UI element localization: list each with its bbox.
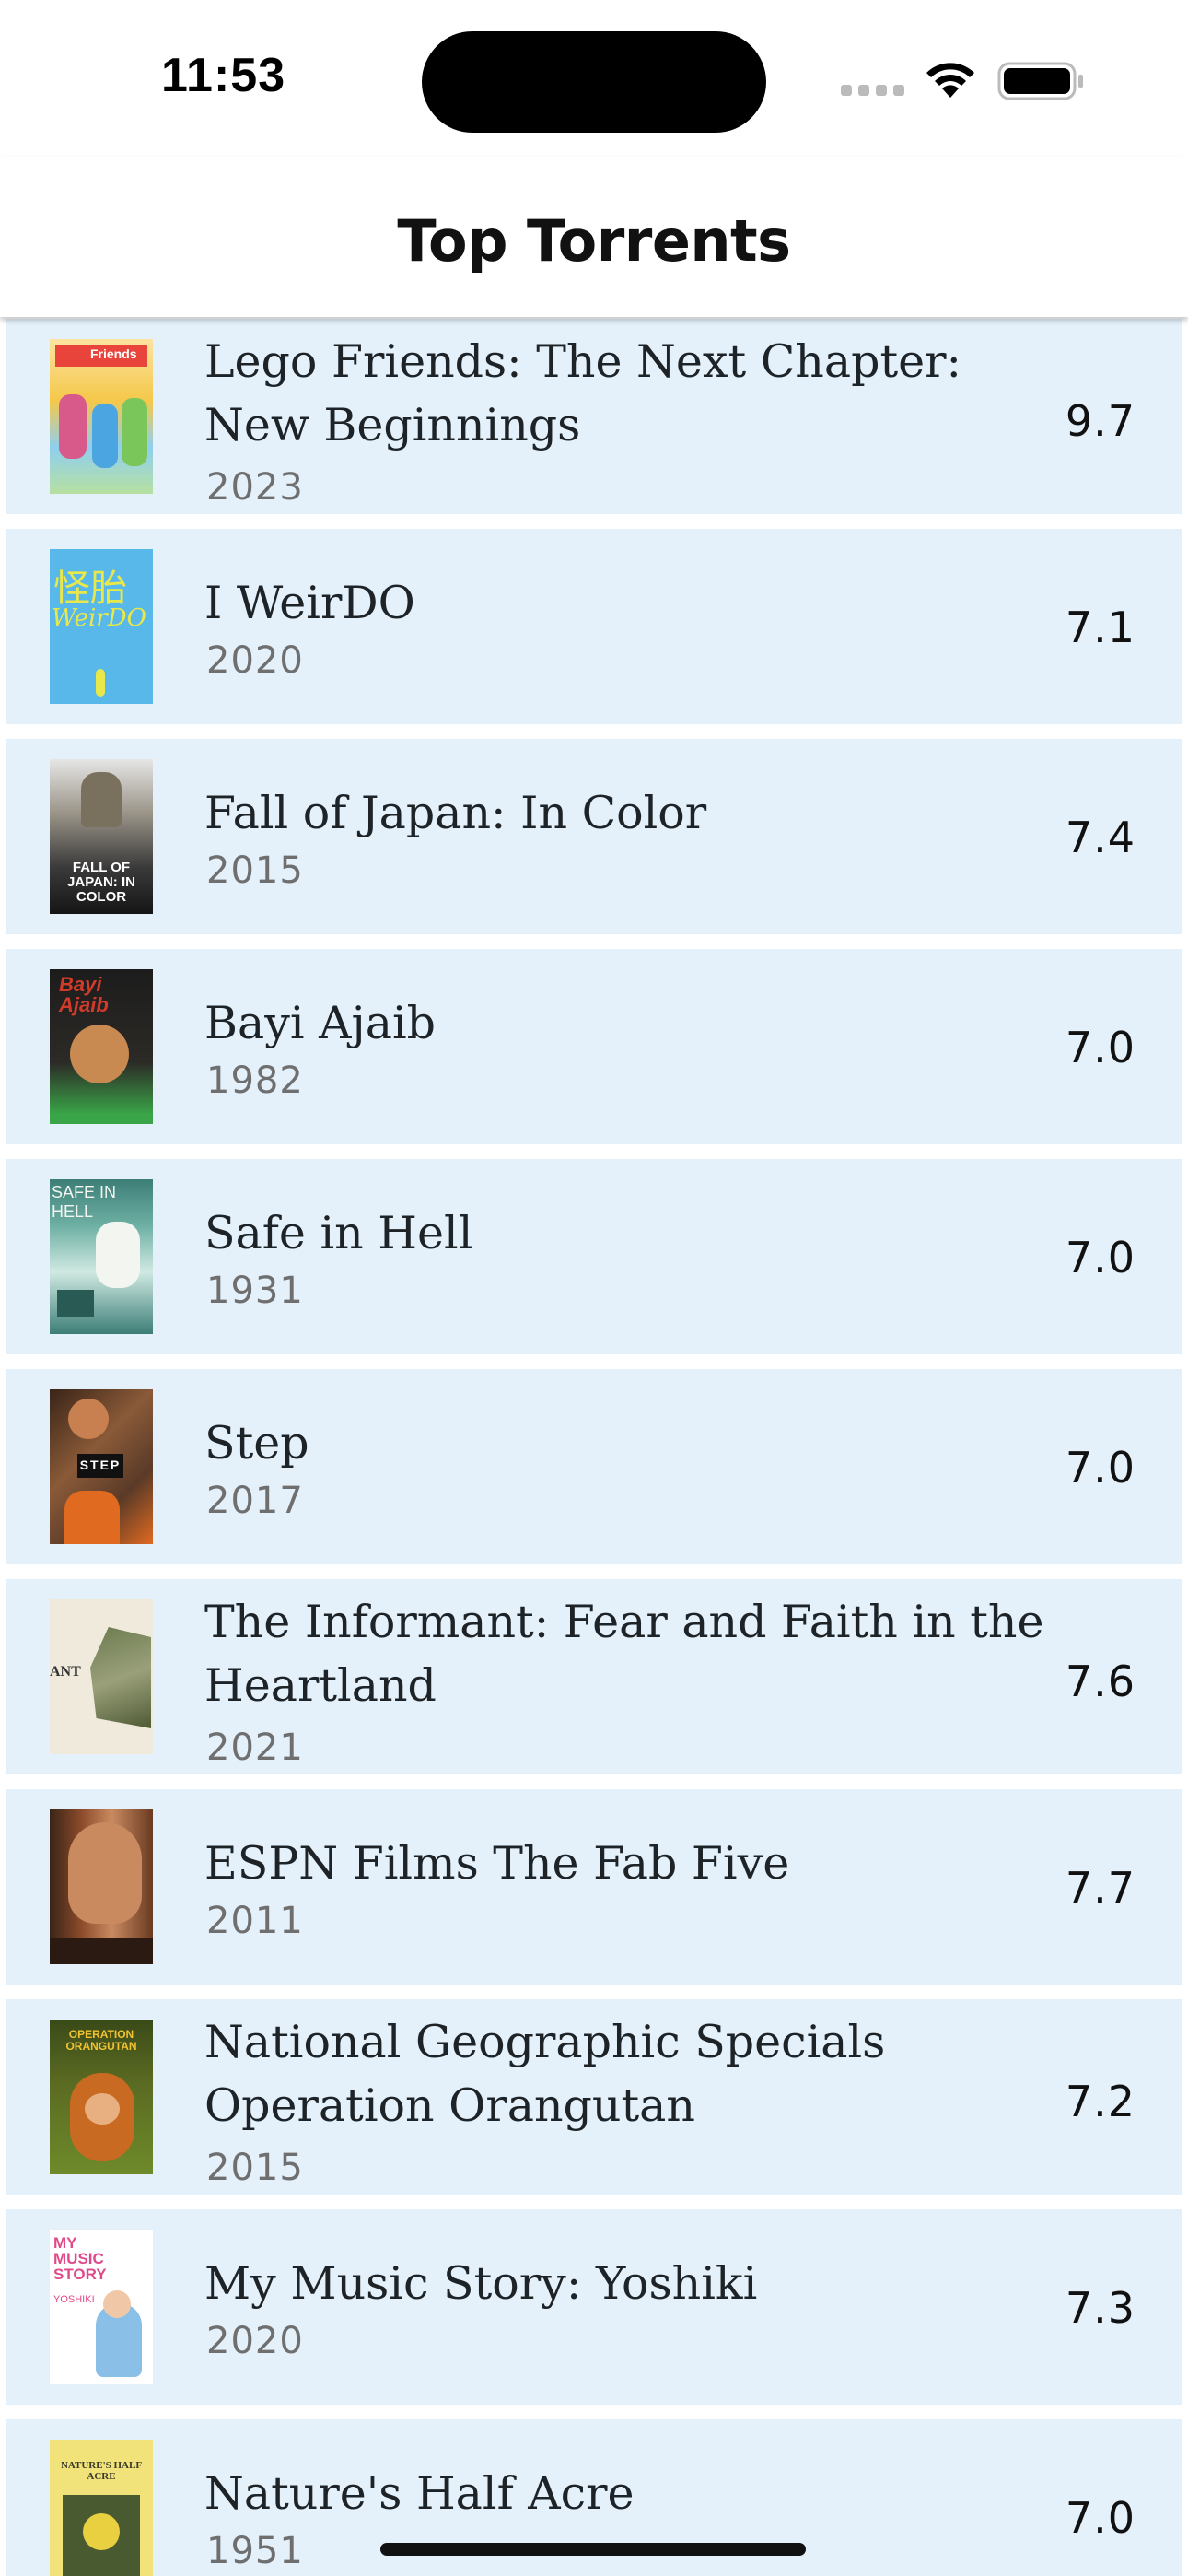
list-item[interactable]: MY MUSIC STORY YOSHIKI My Music Story: Y… <box>6 2209 1182 2405</box>
poster-label: Friends <box>90 346 137 361</box>
movie-year: 1951 <box>206 2530 304 2572</box>
movie-rating: 7.2 <box>1065 2077 1136 2126</box>
movie-title: ESPN Films The Fab Five <box>204 1837 790 1890</box>
torrent-list[interactable]: Friends Lego Friends: The Next Chapter: … <box>0 317 1188 2576</box>
list-item[interactable]: ESPN Films The Fab Five 2011 7.7 <box>6 1789 1182 1985</box>
list-item[interactable]: SAFE IN HELL Safe in Hell 1931 7.0 <box>6 1159 1182 1354</box>
poster-image: FALL OF JAPAN: IN COLOR <box>50 759 153 914</box>
movie-year: 2015 <box>206 2147 304 2189</box>
movie-year: 1931 <box>206 1270 304 1312</box>
poster-image: MY MUSIC STORY YOSHIKI <box>50 2230 153 2384</box>
poster-image <box>50 1809 153 1964</box>
dynamic-island <box>422 31 766 133</box>
poster-label: WeirDO <box>52 604 146 632</box>
movie-rating: 7.1 <box>1065 603 1136 652</box>
poster-label: Bayi Ajaib <box>59 973 109 1016</box>
list-item[interactable]: Bayi Ajaib Bayi Ajaib 1982 7.0 <box>6 949 1182 1144</box>
movie-rating: 9.7 <box>1065 396 1136 446</box>
movie-year: 2023 <box>206 466 304 509</box>
movie-rating: 7.0 <box>1065 1233 1136 1282</box>
movie-year: 2020 <box>206 2320 304 2362</box>
home-indicator[interactable] <box>380 2543 806 2556</box>
nav-header: Top Torrents <box>0 157 1188 317</box>
poster-label: FALL OF JAPAN: IN COLOR <box>67 860 135 905</box>
movie-rating: 7.6 <box>1065 1657 1136 1706</box>
movie-title: Bayi Ajaib <box>204 997 436 1049</box>
list-item[interactable]: Friends Lego Friends: The Next Chapter: … <box>6 319 1182 514</box>
poster-label: STEP <box>79 1458 122 1472</box>
list-item[interactable]: ANT The Informant: Fear and Faith in the… <box>6 1579 1182 1774</box>
movie-year: 2020 <box>206 639 304 682</box>
movie-title: Nature's Half Acre <box>204 2467 635 2520</box>
movie-title: Safe in Hell <box>204 1207 473 1259</box>
status-time: 11:53 <box>161 49 286 102</box>
list-item[interactable]: OPERATION ORANGUTAN National Geographic … <box>6 1999 1182 2195</box>
movie-rating: 7.3 <box>1065 2283 1136 2333</box>
movie-rating: 7.0 <box>1065 1023 1136 1072</box>
movie-title: National Geographic Specials Operation O… <box>204 2016 886 2132</box>
poster-label: ANT <box>50 1664 81 1680</box>
movie-year: 1982 <box>206 1060 304 1102</box>
poster-label: NATURE'S HALF ACRE <box>60 2460 143 2482</box>
movie-rating: 7.4 <box>1065 813 1136 862</box>
movie-title: My Music Story: Yoshiki <box>204 2257 758 2310</box>
poster-label: OPERATION ORANGUTAN <box>65 2028 137 2053</box>
movie-year: 2011 <box>206 1900 304 1942</box>
movie-title: Fall of Japan: In Color <box>204 787 707 839</box>
movie-title: The Informant: Fear and Faith in the Hea… <box>204 1596 1044 1712</box>
poster-label: MY MUSIC STORY <box>53 2234 107 2283</box>
poster-image: OPERATION ORANGUTAN <box>50 2020 153 2174</box>
status-bar: 11:53 <box>0 0 1188 157</box>
poster-label: SAFE IN HELL <box>52 1183 117 1221</box>
wifi-icon <box>926 63 974 98</box>
poster-image: ANT <box>50 1599 153 1754</box>
poster-image: STEP <box>50 1389 153 1544</box>
list-item[interactable]: FALL OF JAPAN: IN COLOR Fall of Japan: I… <box>6 739 1182 934</box>
poster-sublabel: YOSHIKI <box>53 2294 95 2305</box>
poster-image: Friends <box>50 339 153 494</box>
movie-year: 2021 <box>206 1727 304 1769</box>
movie-rating: 7.0 <box>1065 1443 1136 1493</box>
poster-image: NATURE'S HALF ACRE <box>50 2440 153 2576</box>
cellular-signal-icon <box>841 85 905 96</box>
poster-image: Bayi Ajaib <box>50 969 153 1124</box>
page-title: Top Torrents <box>397 207 791 275</box>
movie-year: 2015 <box>206 849 304 892</box>
poster-image: SAFE IN HELL <box>50 1179 153 1334</box>
movie-title: I WeirDO <box>204 577 415 629</box>
list-item[interactable]: 怪胎 WeirDO I WeirDO 2020 7.1 <box>6 529 1182 724</box>
battery-icon <box>997 62 1083 100</box>
movie-title: Step <box>204 1417 309 1469</box>
poster-image: 怪胎 WeirDO <box>50 549 153 704</box>
movie-title: Lego Friends: The Next Chapter: New Begi… <box>204 335 962 451</box>
movie-rating: 7.0 <box>1065 2493 1136 2543</box>
movie-year: 2017 <box>206 1480 304 1522</box>
list-item[interactable]: STEP Step 2017 7.0 <box>6 1369 1182 1564</box>
movie-rating: 7.7 <box>1065 1863 1136 1913</box>
